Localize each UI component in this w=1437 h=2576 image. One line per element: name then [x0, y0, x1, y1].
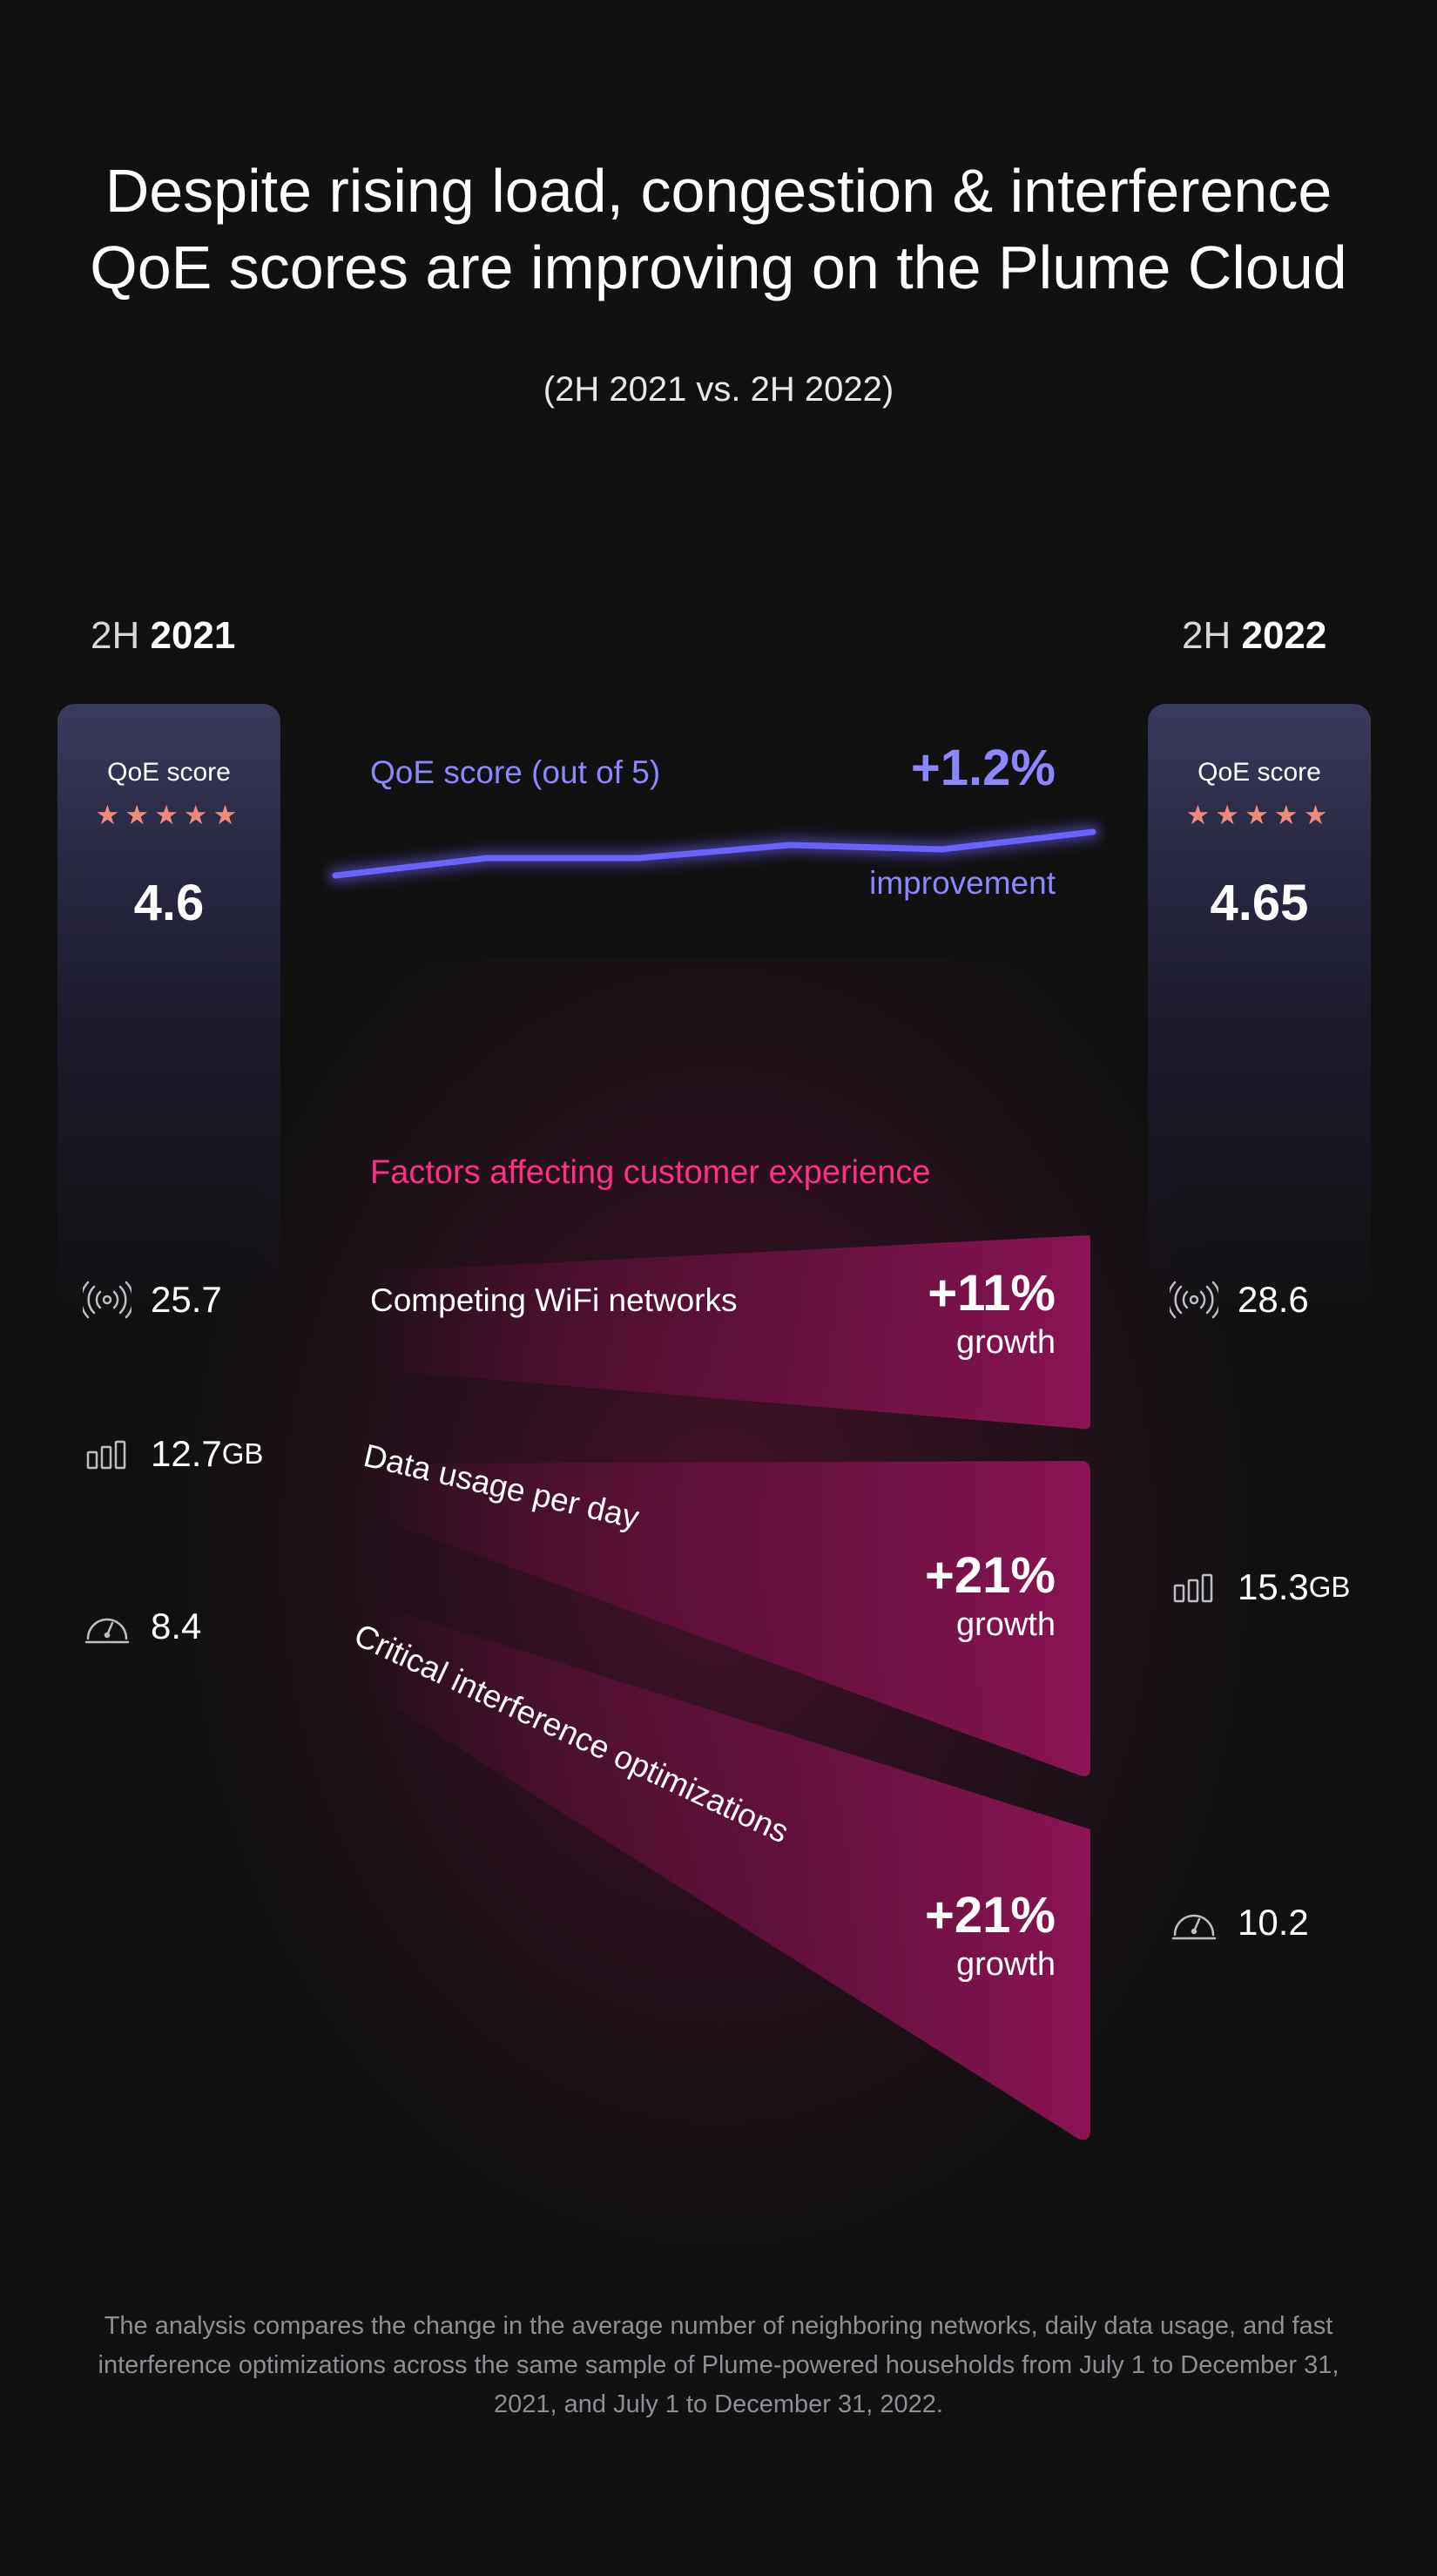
star-rating-icon: ★★★★★ [95, 800, 243, 830]
gauge-icon [84, 1618, 130, 1644]
qoe-line-label: QoE score (out of 5) [370, 754, 661, 790]
qoe-trend-line [332, 828, 1096, 879]
page-subtitle: (2H 2021 vs. 2H 2022) [543, 370, 894, 409]
metric-value: 25.7 [151, 1279, 222, 1320]
factor-label-wifi-networks: Competing WiFi networks [370, 1282, 738, 1318]
wifi-signal-icon [1170, 1281, 1218, 1319]
growth-label: growth [955, 1606, 1056, 1643]
gauge-icon [1171, 1914, 1217, 1940]
metric-2021-data-usage: 12.7 GB [83, 1433, 263, 1475]
year-label-right: 2H 2022 [1182, 614, 1327, 657]
qoe-score-value: 4.6 [133, 875, 205, 931]
year-label-left: 2H 2021 [91, 614, 236, 657]
growth-percent: +11% [928, 1265, 1056, 1322]
bars-icon [86, 1440, 126, 1470]
factor-growth-data-usage: +21% growth [836, 1547, 1056, 1645]
metric-value: 8.4 [151, 1606, 202, 1646]
factor-growth-wifi-networks: +11% growth [836, 1265, 1056, 1362]
qoe-card-label: QoE score [1198, 758, 1321, 787]
factors-heading: Factors affecting customer experience [370, 1154, 931, 1191]
factor-shape-interference [370, 1603, 1090, 2140]
qoe-score-value: 4.65 [1210, 875, 1309, 931]
bars-icon [1173, 1573, 1213, 1603]
qoe-card-2022: QoE score ★★★★★ 4.65 [1148, 704, 1371, 1314]
metric-2022-interference: 10.2 [1170, 1902, 1309, 1944]
qoe-card-2021: QoE score ★★★★★ 4.6 [57, 704, 280, 1314]
growth-label: growth [955, 1946, 1056, 1983]
page-title: Despite rising load, congestion & interf… [90, 157, 1347, 301]
qoe-card-label: QoE score [107, 758, 231, 787]
metric-2022-data-usage: 15.3 GB [1170, 1566, 1350, 1608]
factor-growth-interference: +21% growth [836, 1887, 1056, 1984]
metric-2022-wifi-networks: 28.6 [1170, 1279, 1309, 1321]
qoe-improvement-percent: +1.2% [910, 740, 1056, 796]
metric-unit: GB [1308, 1571, 1351, 1603]
metric-value: 15.3 [1238, 1566, 1309, 1607]
factor-shape-wifi-networks [370, 1235, 1090, 1430]
growth-percent: +21% [925, 1547, 1056, 1604]
wifi-signal-icon [83, 1281, 132, 1319]
metric-value: 12.7 [151, 1433, 222, 1474]
growth-label: growth [955, 1324, 1056, 1361]
metric-2021-wifi-networks: 25.7 [83, 1279, 222, 1321]
metric-value: 10.2 [1238, 1902, 1309, 1943]
metric-value: 28.6 [1238, 1279, 1309, 1320]
qoe-trend-line-chart [328, 825, 1100, 882]
qoe-improvement-label: improvement [869, 865, 1056, 901]
metric-2021-interference: 8.4 [83, 1606, 201, 1647]
factor-shape-data-usage [370, 1461, 1090, 1776]
footnote: The analysis compares the change in the … [98, 2312, 1339, 2418]
metric-unit: GB [221, 1437, 264, 1470]
factor-growth-shapes [370, 1235, 1090, 2140]
growth-percent: +21% [925, 1887, 1056, 1944]
star-rating-icon: ★★★★★ [1185, 800, 1333, 830]
